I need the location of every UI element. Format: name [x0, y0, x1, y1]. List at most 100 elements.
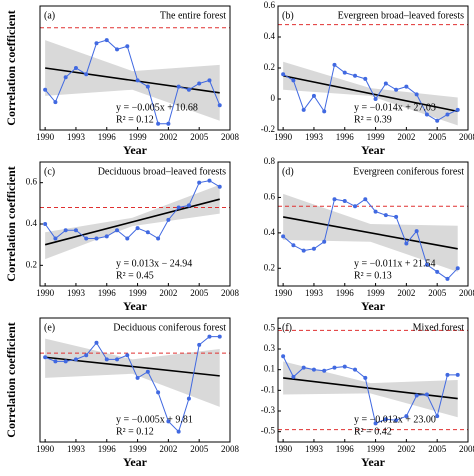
y-tick-label: -0.5: [261, 426, 276, 436]
data-point: [322, 368, 327, 373]
r-squared: R² = 0.39: [354, 114, 392, 125]
data-point: [404, 414, 409, 419]
data-point: [281, 72, 286, 77]
data-point: [125, 353, 130, 358]
y-tick-label: -0.1: [261, 384, 275, 394]
data-point: [207, 178, 212, 183]
r-squared: R² = 0.42: [354, 426, 392, 437]
y-tick-label: 0.3: [264, 343, 276, 353]
y-tick-label: 0.4: [264, 227, 276, 237]
x-tick-label: 2005: [190, 444, 209, 454]
x-tick-label: 2008: [221, 288, 240, 298]
y-tick-label: 0.6: [264, 0, 276, 10]
r-squared: R² = 0.45: [116, 270, 154, 281]
x-axis-label: Year: [123, 143, 148, 157]
data-point: [84, 236, 89, 241]
data-point: [156, 390, 161, 395]
panel-title: The entire forest: [160, 10, 226, 21]
y-tick-label: 0.6: [264, 191, 276, 201]
x-tick-label: 2002: [397, 444, 415, 454]
data-point: [291, 374, 296, 379]
data-point: [176, 429, 181, 434]
data-point: [217, 184, 222, 189]
y-axis-label: Correlation coefficient: [4, 322, 18, 437]
data-point: [291, 78, 296, 83]
x-tick-label: 2002: [159, 132, 177, 142]
data-point: [186, 203, 191, 208]
data-point: [63, 228, 68, 233]
data-point: [404, 84, 409, 89]
data-point: [145, 369, 150, 374]
x-tick-label: 2008: [221, 132, 240, 142]
y-axis-label: Correlation coefficient: [4, 10, 18, 125]
data-point: [186, 396, 191, 401]
y-tick-label: 0.6: [26, 177, 38, 187]
panel-label: (c): [44, 166, 55, 177]
data-point: [53, 359, 58, 364]
confidence-band: [45, 338, 220, 407]
data-point: [125, 236, 130, 241]
r-squared: R² = 0.12: [116, 114, 154, 125]
data-point: [197, 342, 202, 347]
data-point: [135, 78, 140, 83]
data-point: [63, 75, 68, 80]
data-point: [424, 262, 429, 267]
data-point: [424, 112, 429, 117]
x-tick-label: 2005: [428, 288, 447, 298]
data-point: [363, 197, 368, 202]
equation: y = −0.011x + 21.54: [354, 258, 436, 269]
data-point: [115, 47, 120, 52]
data-point: [342, 364, 347, 369]
data-point: [166, 217, 171, 222]
data-point: [281, 234, 286, 239]
data-point: [435, 118, 440, 123]
y-tick-label: 0.2: [26, 259, 37, 269]
data-point: [94, 340, 99, 345]
data-point: [394, 214, 399, 219]
data-point: [383, 417, 388, 422]
data-point: [332, 62, 337, 67]
data-point: [197, 81, 202, 86]
data-point: [207, 334, 212, 339]
trend-line: [282, 216, 458, 250]
plot-frame: [39, 317, 231, 443]
x-tick-label: 1996: [98, 132, 117, 142]
data-point: [404, 241, 409, 246]
data-point: [353, 204, 358, 209]
y-tick-label: 0.1: [264, 364, 275, 374]
data-point: [353, 367, 358, 372]
data-point: [84, 353, 89, 358]
plot-frame: [277, 317, 469, 443]
data-point: [455, 266, 460, 271]
x-tick-label: 1996: [336, 132, 355, 142]
x-tick-label: 1999: [129, 132, 148, 142]
x-tick-label: 1993: [305, 132, 324, 142]
data-point: [43, 222, 48, 226]
data-point: [445, 276, 450, 281]
data-point: [311, 367, 316, 372]
data-point: [53, 236, 58, 241]
x-tick-label: 2008: [459, 132, 474, 142]
data-point: [94, 236, 99, 241]
data-point: [322, 109, 327, 114]
data-point: [73, 228, 78, 233]
x-tick-label: 1990: [36, 288, 55, 298]
data-point: [156, 236, 161, 241]
panel-title: Evergreen coniferous forest: [353, 166, 464, 177]
data-point: [353, 73, 358, 78]
data-point: [207, 78, 212, 83]
y-tick-label: -0.3: [261, 405, 276, 415]
data-point: [394, 87, 399, 92]
y-tick-label: 0.4: [264, 31, 276, 41]
x-tick-label: 1999: [367, 444, 386, 454]
x-tick-label: 1999: [129, 288, 148, 298]
data-point: [53, 100, 58, 105]
data-point: [43, 355, 48, 360]
data-point: [301, 107, 306, 112]
x-tick-label: 2005: [190, 132, 209, 142]
data-point: [373, 209, 378, 214]
data-point: [125, 44, 130, 49]
y-tick-label: 0.8: [264, 156, 276, 166]
data-point: [281, 354, 286, 359]
